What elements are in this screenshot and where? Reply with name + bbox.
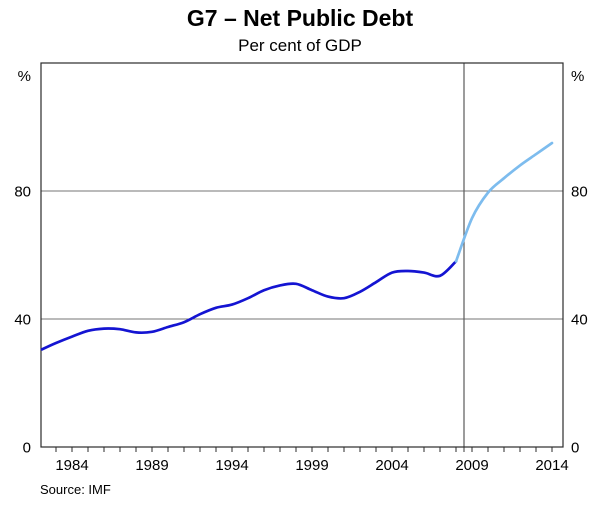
y-axis-label-right-0: 0 [571, 440, 579, 457]
y-axis-label-left-0: 0 [23, 440, 31, 457]
source-note: Source: IMF [40, 482, 111, 497]
x-axis-label-1999: 1999 [295, 457, 328, 474]
x-axis-label-2004: 2004 [375, 457, 408, 474]
data-line-actual [40, 260, 458, 351]
data-line-forecast [454, 141, 554, 263]
unit-label-right: % [571, 68, 584, 85]
plot-frame [40, 62, 564, 448]
y-axis-label-left-40: 40 [14, 312, 31, 329]
chart-subtitle: Per cent of GDP [238, 36, 362, 55]
x-axis-label-2014: 2014 [535, 457, 568, 474]
x-axis-label-2009: 2009 [455, 457, 488, 474]
y-axis-label-right-40: 40 [571, 312, 588, 329]
x-axis-label-1984: 1984 [55, 457, 88, 474]
x-axis-label-1994: 1994 [215, 457, 248, 474]
x-axis-label-1989: 1989 [135, 457, 168, 474]
chart-title: G7 – Net Public Debt [186, 5, 414, 31]
y-axis-label-left-80: 80 [14, 184, 31, 201]
y-axis-label-right-80: 80 [571, 184, 588, 201]
unit-label-left: % [18, 68, 31, 85]
